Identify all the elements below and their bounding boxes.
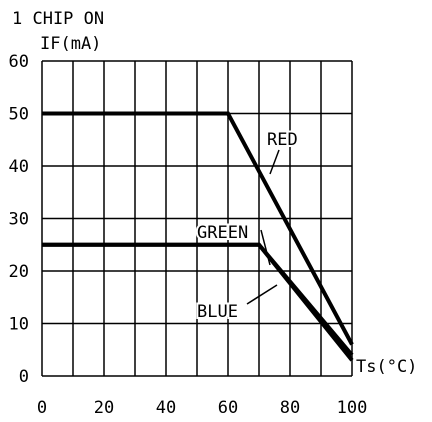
y-tick-label: 20 — [9, 262, 29, 282]
leader-line-green — [260, 229, 271, 266]
series-label-halo: BLUE — [197, 302, 238, 322]
series-line-blue — [42, 242, 354, 357]
x-tick-label: 60 — [218, 398, 238, 418]
series-label-blue: BLUE — [197, 302, 238, 322]
y-tick-label: 50 — [9, 105, 29, 125]
chart-text: 1 CHIP ON IF(mA) Ts(°C) — [12, 9, 417, 377]
x-tick-label: 0 — [37, 398, 47, 418]
y-tick-label: 10 — [9, 315, 29, 335]
series-label-halo: GREEN — [197, 223, 248, 243]
tick-labels: 0 10 20 30 40 50 60 0 20 40 60 80 100 — [9, 52, 368, 418]
series-label-halo: RED — [267, 130, 298, 150]
series-label-red: RED — [267, 130, 298, 150]
y-tick-label: 0 — [19, 367, 29, 387]
leader-line-red — [269, 149, 280, 175]
x-tick-label: 80 — [280, 398, 300, 418]
y-tick-label: 60 — [9, 52, 29, 72]
y-tick-label: 40 — [9, 157, 29, 177]
series-label-green: GREEN — [197, 223, 248, 243]
x-axis-label: Ts(°C) — [356, 357, 417, 377]
series-line-red — [42, 111, 354, 346]
y-axis-label: IF(mA) — [40, 34, 101, 54]
x-tick-label: 40 — [156, 398, 176, 418]
y-tick-label: 30 — [9, 210, 29, 230]
x-tick-label: 100 — [337, 398, 368, 418]
grid — [41, 60, 353, 377]
chart-title: 1 CHIP ON — [12, 9, 104, 29]
leader-line-blue — [246, 284, 278, 305]
x-tick-label: 20 — [94, 398, 114, 418]
